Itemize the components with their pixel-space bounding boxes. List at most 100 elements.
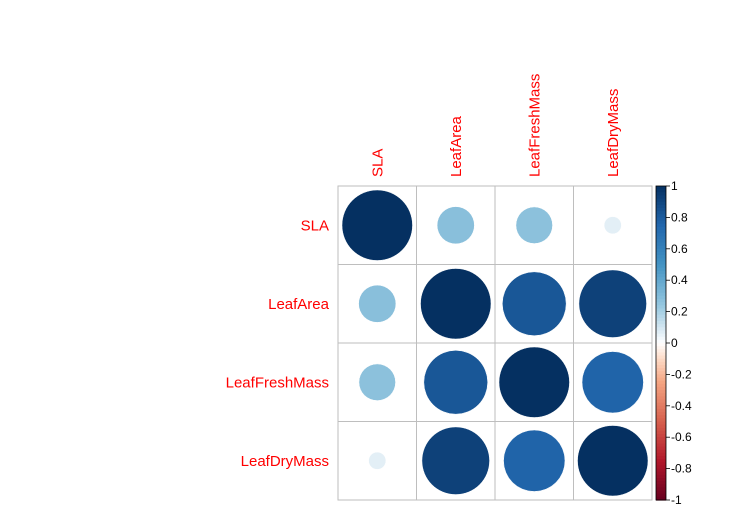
- colorbar-segment: [656, 424, 666, 429]
- colorbar-segment: [656, 355, 666, 360]
- correlation-circle-LeafArea-LeafDryMass: [578, 269, 647, 338]
- colorbar-segment: [656, 358, 666, 363]
- colorbar-segment: [656, 255, 666, 259]
- colorbar-segment: [656, 434, 666, 438]
- colorbar-segment: [656, 223, 666, 228]
- colorbar-legend: [655, 185, 667, 501]
- row-label-SLA: SLA: [301, 217, 329, 234]
- colorbar-segment: [656, 283, 666, 288]
- plot-grid: [337, 185, 653, 501]
- colorbar-tick-label: -0.2: [671, 367, 692, 381]
- correlation-circle-LeafArea-SLA: [358, 284, 397, 323]
- colorbar-segment: [656, 415, 666, 419]
- colorbar-segment: [656, 474, 666, 479]
- correlation-circle-SLA-LeafFreshMass: [515, 206, 553, 244]
- colorbar-tick-label: 0.6: [671, 242, 688, 256]
- colorbar-segment: [656, 459, 666, 463]
- colorbar-tick-label: -0.4: [671, 399, 692, 413]
- colorbar-segment: [656, 192, 666, 197]
- colorbar-segment: [656, 277, 666, 281]
- correlation-circle-SLA-LeafArea: [436, 206, 475, 245]
- correlation-circle-LeafArea-LeafFreshMass: [502, 271, 567, 336]
- colorbar-segment: [656, 465, 666, 470]
- colorbar-tick-label: -1: [671, 493, 682, 507]
- colorbar-segment: [656, 374, 666, 379]
- colorbar-segment: [656, 471, 666, 476]
- colorbar-segment: [656, 408, 666, 413]
- colorbar-segment: [656, 305, 666, 310]
- colorbar-segment: [656, 343, 666, 347]
- colorbar-segment: [656, 186, 666, 190]
- colorbar-segment: [656, 242, 666, 247]
- correlation-circles: [341, 189, 649, 497]
- colorbar-segment: [656, 248, 666, 253]
- colorbar-segment: [656, 327, 666, 332]
- colorbar-segment: [656, 364, 666, 369]
- colorbar-segment: [656, 292, 666, 297]
- colorbar-segment: [656, 214, 666, 218]
- colorbar-segment: [656, 333, 666, 338]
- colorbar-segment: [656, 289, 666, 294]
- colorbar-segment: [656, 449, 666, 454]
- column-labels: SLA LeafArea LeafFreshMass LeafDryMass: [369, 74, 622, 177]
- row-labels: SLA LeafArea LeafFreshMass LeafDryMass: [226, 217, 330, 470]
- colorbar-tick-label: 1: [671, 179, 678, 193]
- colorbar-segment: [656, 484, 666, 489]
- colorbar-segment: [656, 456, 666, 460]
- column-label-LeafArea: LeafArea: [448, 115, 465, 177]
- colorbar-segment: [656, 264, 666, 269]
- colorbar-segment: [656, 280, 666, 284]
- colorbar-segment: [656, 468, 666, 473]
- colorbar-segment: [656, 201, 666, 206]
- colorbar-segment: [656, 258, 666, 262]
- colorbar-segment: [656, 195, 666, 200]
- row-label-LeafDryMass: LeafDryMass: [241, 453, 329, 470]
- colorbar-segment: [656, 361, 666, 366]
- row-label-LeafArea: LeafArea: [268, 296, 330, 313]
- colorbar-tick-label: 0.4: [671, 273, 688, 287]
- colorbar-segment: [656, 286, 666, 291]
- colorbar-segment: [656, 418, 666, 423]
- colorbar-segment: [656, 399, 666, 404]
- colorbar-segment: [656, 383, 666, 388]
- colorbar-segment: [656, 481, 666, 485]
- correlation-circle-LeafFreshMass-LeafArea: [423, 350, 488, 415]
- colorbar-segment: [656, 295, 666, 300]
- correlation-circle-LeafFreshMass-LeafFreshMass: [498, 346, 570, 418]
- colorbar-segment: [656, 368, 666, 372]
- correlation-circle-LeafFreshMass-SLA: [358, 363, 396, 401]
- colorbar-segment: [656, 349, 666, 354]
- colorbar-segment: [656, 299, 666, 303]
- colorbar-segment: [656, 405, 666, 410]
- colorbar-segment: [656, 245, 666, 250]
- colorbar-segment: [656, 270, 666, 275]
- colorbar-segment: [656, 377, 666, 382]
- colorbar-segment: [656, 446, 666, 451]
- colorbar-segment: [656, 380, 666, 385]
- colorbar-segment: [656, 430, 666, 435]
- colorbar-segment: [656, 236, 666, 240]
- colorbar-segment: [656, 390, 666, 394]
- colorbar-tick-label: 0: [671, 336, 678, 350]
- colorbar-tick-label: 0.8: [671, 210, 688, 224]
- correlation-circle-LeafDryMass-LeafArea: [421, 426, 490, 495]
- colorbar-segment: [656, 462, 666, 467]
- correlation-circle-LeafDryMass-LeafFreshMass: [503, 429, 566, 492]
- colorbar-segment: [656, 490, 666, 495]
- colorbar-segment: [656, 311, 666, 316]
- colorbar-tick-label: -0.6: [671, 430, 692, 444]
- colorbar-segment: [656, 421, 666, 426]
- colorbar-segment: [656, 261, 666, 266]
- colorbar-segment: [656, 386, 666, 391]
- colorbar-segment: [656, 229, 666, 234]
- colorbar-segment: [656, 273, 666, 278]
- colorbar-segment: [656, 393, 666, 397]
- colorbar-segment: [656, 220, 666, 225]
- row-label-LeafFreshMass: LeafFreshMass: [226, 374, 329, 391]
- colorbar-segment: [656, 396, 666, 401]
- colorbar-tick-label: -0.8: [671, 462, 692, 476]
- colorbar-segment: [656, 267, 666, 272]
- colorbar-segment: [656, 207, 666, 212]
- colorbar-segment: [656, 427, 666, 432]
- colorbar-segment: [656, 371, 666, 375]
